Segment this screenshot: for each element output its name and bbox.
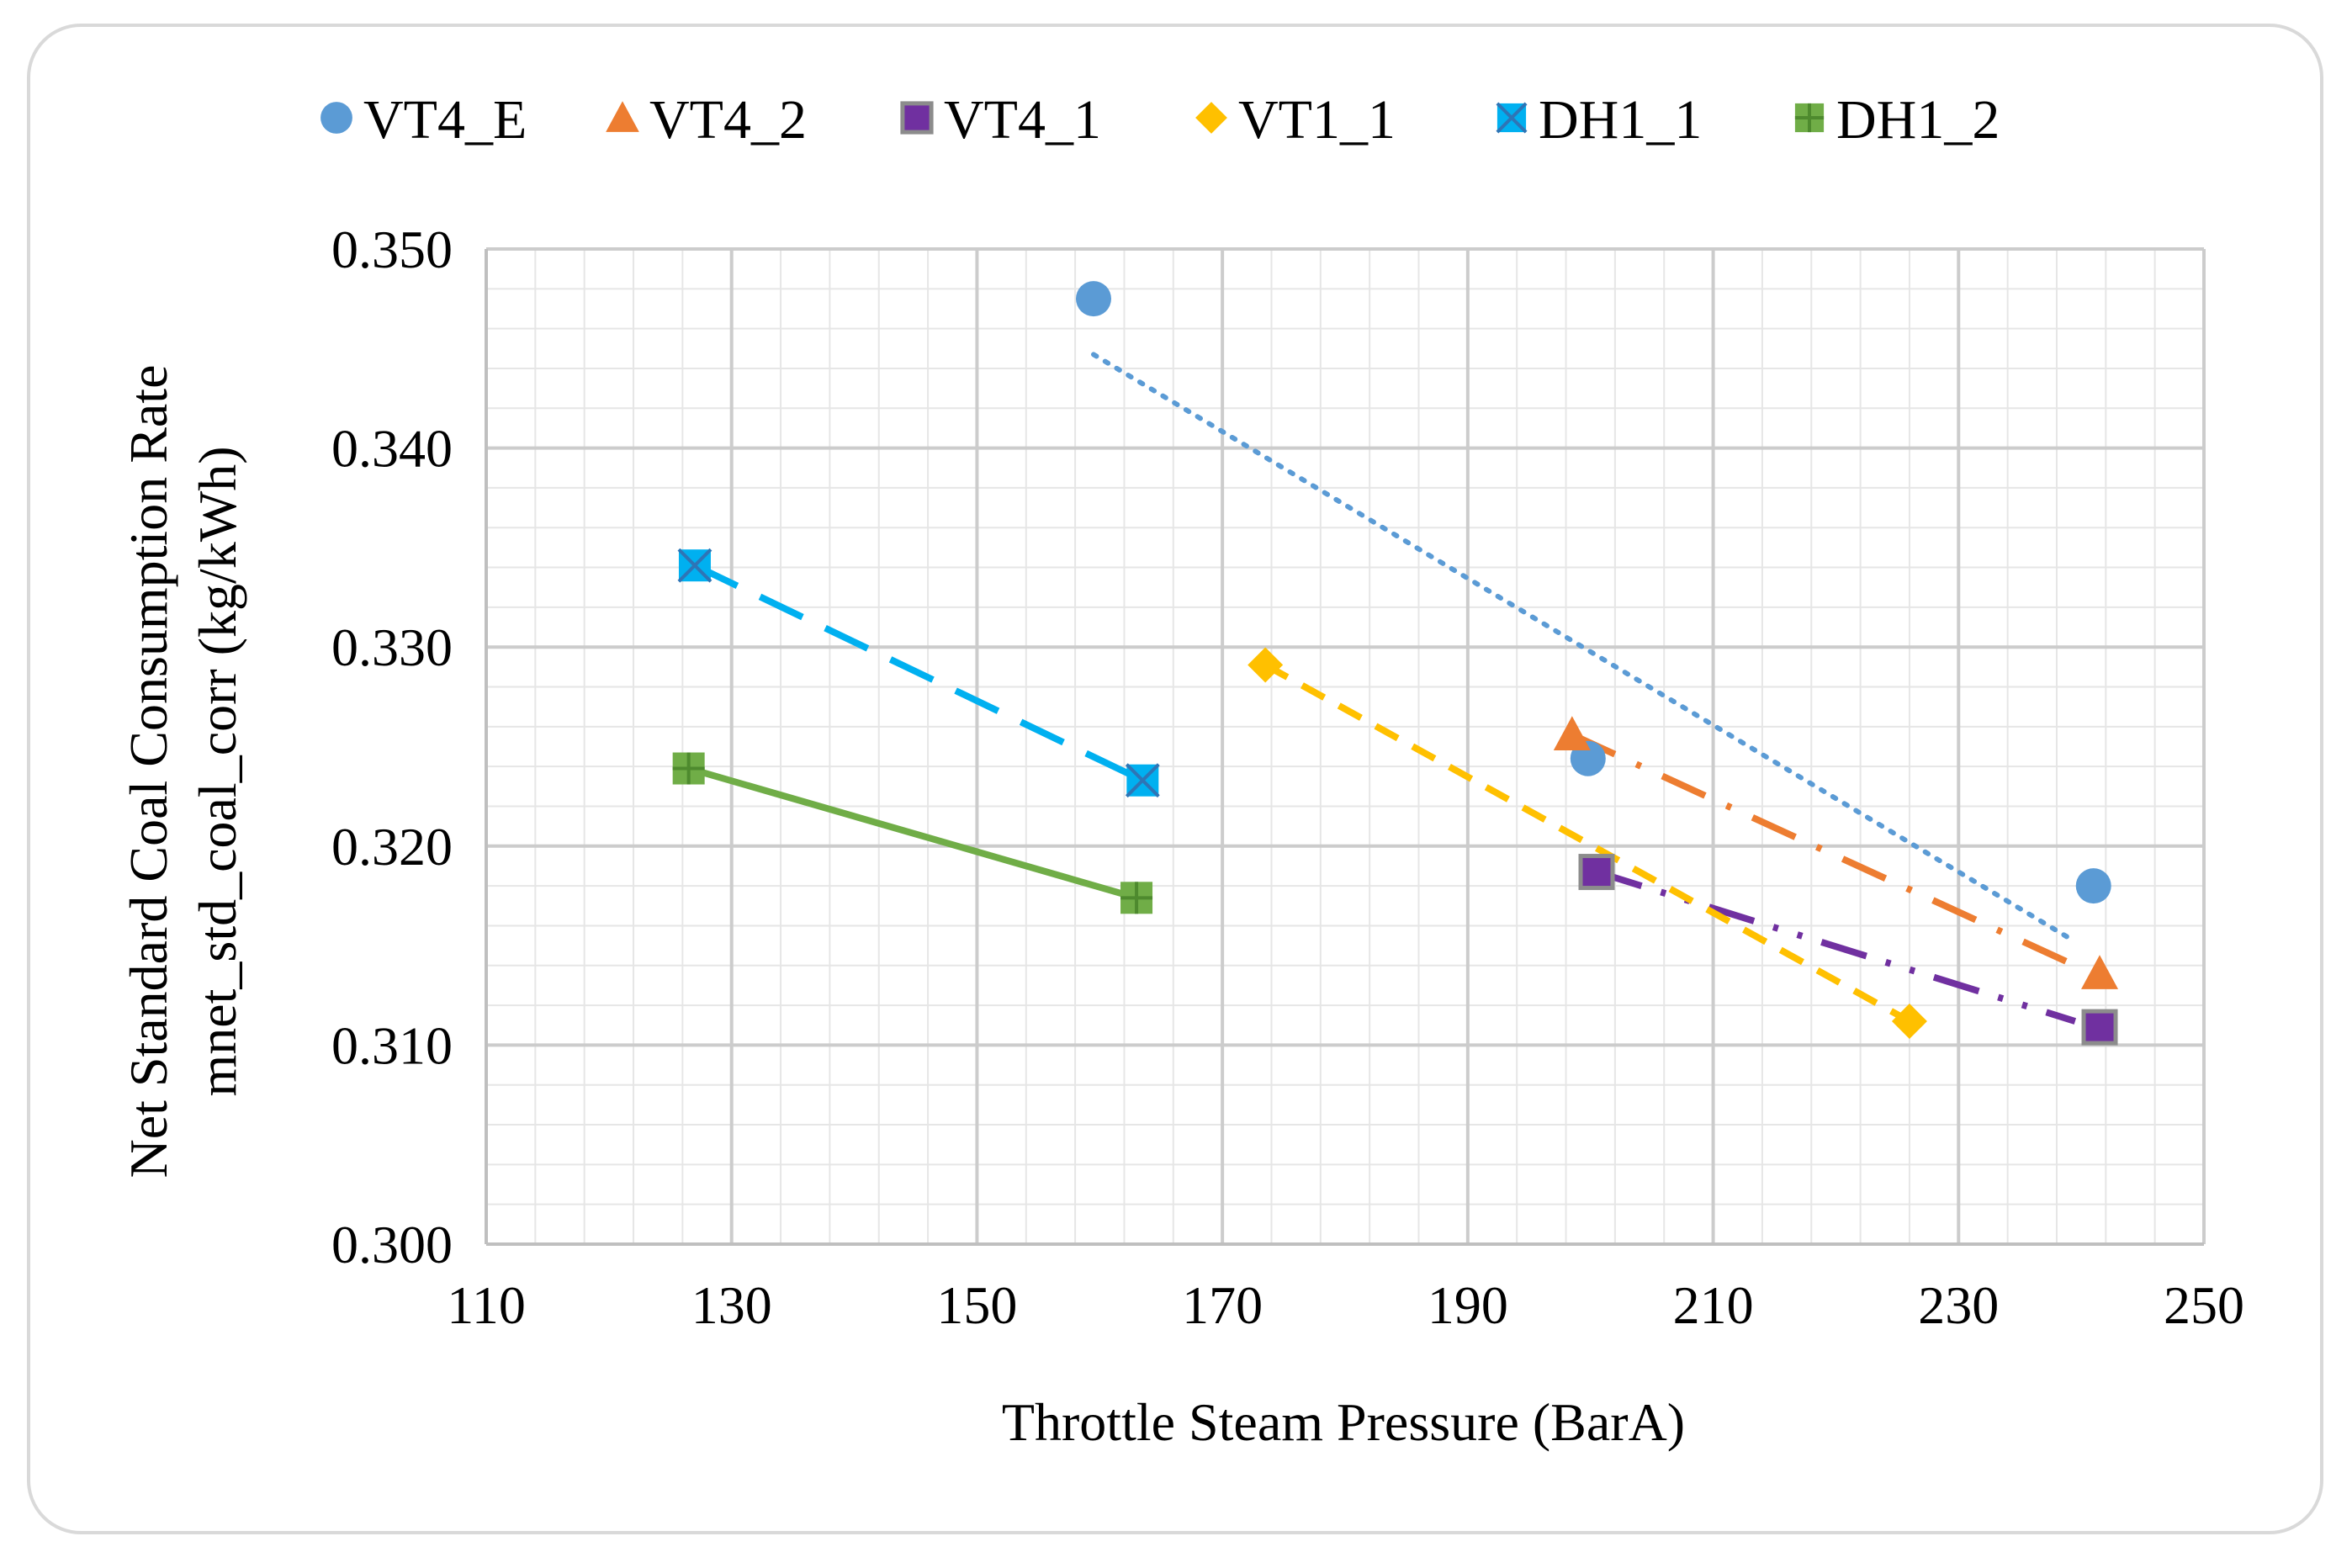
- y-tick-label: 0.330: [331, 617, 453, 677]
- x-tick-label: 170: [1182, 1275, 1263, 1335]
- x-axis-label: Throttle Steam Pressure (BarA): [1002, 1392, 1685, 1452]
- x-tick-label: 210: [1673, 1275, 1754, 1335]
- x-tick-label: 130: [691, 1275, 772, 1335]
- x-tick-label: 190: [1428, 1275, 1508, 1335]
- minor-gridlines: [486, 249, 2204, 1244]
- x-tick-label: 250: [2164, 1275, 2244, 1335]
- point-vt4-e: [1075, 281, 1111, 317]
- legend-marker-vt4-e: [320, 102, 352, 134]
- legend-marker-dh1-1: [1496, 102, 1528, 134]
- legend-label-vt4-e: VT4_E: [363, 89, 527, 151]
- y-tick-label: 0.300: [331, 1215, 453, 1274]
- chart-frame: [27, 24, 2323, 1534]
- y-tick-label: 0.350: [331, 220, 453, 279]
- x-tick-label: 230: [1918, 1275, 1999, 1335]
- legend-marker-vt4-2: [606, 101, 639, 132]
- legend-label-dh1-1: DH1_1: [1539, 89, 1702, 151]
- legend-marker-dh1-2: [1794, 103, 1825, 133]
- legend-label-vt4-1: VT4_1: [944, 89, 1101, 151]
- trendline-vt4-2: [1571, 731, 2077, 969]
- legend-item-vt4-1: VT4_1: [900, 89, 1101, 151]
- legend-marker-vt1-1: [1195, 102, 1227, 134]
- trendline-vt1-1: [1263, 661, 1911, 1025]
- trendline-vt4-1: [1595, 868, 2077, 1025]
- x-tick-label: 110: [447, 1275, 526, 1335]
- legend-item-dh1-2: DH1_2: [1794, 89, 2000, 151]
- point-dh1-2: [672, 752, 705, 785]
- point-vt4-2: [1553, 716, 1591, 751]
- legend: VT4_E VT4_2 VT4_1 VT1_1 DH1_1 DH1_2: [320, 89, 2000, 151]
- point-vt4-2: [2081, 955, 2119, 989]
- trendline-dh1-1: [693, 562, 1145, 784]
- point-vt1-1: [1248, 647, 1284, 683]
- trend-lines: [687, 352, 2078, 1025]
- trendline-vt4-e: [1090, 352, 2078, 945]
- point-dh1-2: [1120, 882, 1153, 914]
- legend-label-vt1-1: VT1_1: [1238, 89, 1396, 151]
- y-axis-label-line1: Net Standard Coal Consumption Rate: [119, 365, 178, 1179]
- axes: [485, 249, 2204, 1246]
- point-vt4-1: [2081, 1009, 2118, 1046]
- y-tick-label: 0.340: [331, 419, 453, 479]
- point-dh1-1: [677, 548, 712, 583]
- y-tick-label: 0.310: [331, 1015, 453, 1075]
- legend-label-vt4-2: VT4_2: [649, 89, 807, 151]
- point-dh1-1: [1125, 763, 1160, 798]
- x-tick-label: 150: [936, 1275, 1017, 1335]
- y-tick-label: 0.320: [331, 817, 453, 877]
- legend-item-dh1-1: DH1_1: [1496, 89, 1702, 151]
- tick-labels: 110 130 150 170 190 210 230 250 0.300 0.310 0.320 0…: [331, 220, 2244, 1335]
- legend-label-dh1-2: DH1_2: [1836, 89, 2000, 151]
- point-vt4-1: [1578, 854, 1615, 891]
- major-gridlines: [486, 247, 2206, 1244]
- legend-item-vt1-1: VT1_1: [1195, 89, 1396, 151]
- legend-item-vt4-e: VT4_E: [320, 89, 527, 151]
- data-points: [672, 281, 2119, 1046]
- trendline-dh1-2: [687, 765, 1138, 902]
- legend-item-vt4-2: VT4_2: [606, 89, 807, 151]
- y-axis-label-line2: mnet_std_coal_corr (kg/kWh): [188, 446, 247, 1096]
- point-vt4-e: [2075, 868, 2111, 904]
- legend-marker-vt4-1: [900, 101, 934, 135]
- point-vt1-1: [1891, 1004, 1927, 1040]
